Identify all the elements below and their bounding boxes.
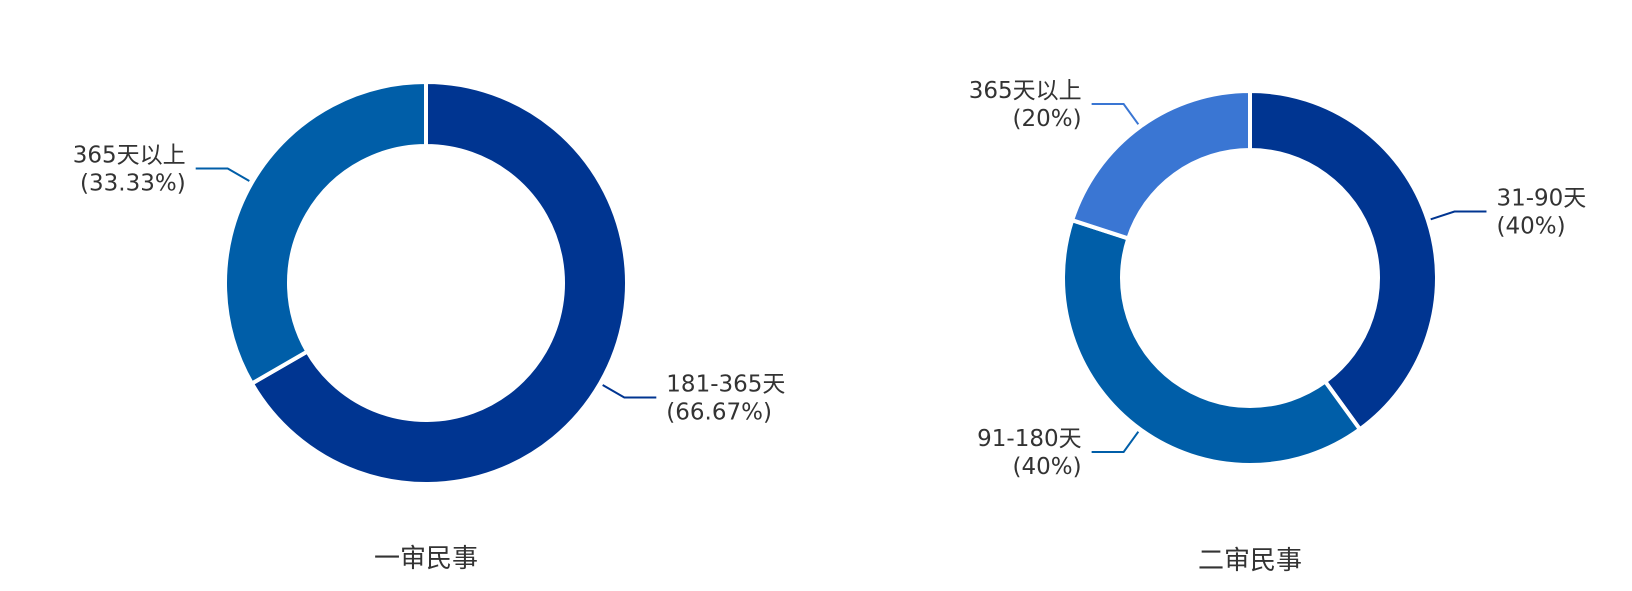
donut-slice[interactable]: [249, 80, 629, 486]
chart-title: 一审民事: [374, 544, 478, 574]
slice-percent-label: (66.67%): [666, 400, 772, 426]
donut-slice[interactable]: [223, 80, 428, 386]
slice-label: 365天以上: [73, 142, 186, 168]
donut-slice[interactable]: [1070, 89, 1252, 241]
chart-title: 二审民事: [1198, 546, 1302, 576]
slice-percent-label: (20%): [1013, 106, 1082, 132]
donut-chart-1: 181-365天(66.67%) 365天以上(33.33%) 一审民事: [73, 80, 785, 574]
leader-line: [1091, 103, 1140, 125]
slice-percent-label: (40%): [1013, 454, 1082, 480]
donut-slice[interactable]: [1061, 218, 1362, 467]
slice-label: 31-90天: [1496, 186, 1586, 212]
leader-line: [1091, 431, 1140, 453]
leader-line: [1430, 210, 1487, 221]
donut-chart-2: 31-90天(40%)91-180天(40%)365天以上(20%)二审民事: [969, 78, 1587, 576]
donut-slice[interactable]: [1248, 89, 1439, 432]
slice-percent-label: (40%): [1496, 214, 1565, 240]
slice-percent-label: (33.33%): [80, 170, 186, 196]
leader-line: [195, 167, 250, 182]
slice-label: 365天以上: [969, 78, 1082, 104]
slice-label: 91-180天: [977, 426, 1081, 452]
slice-label: 181-365天: [666, 372, 785, 398]
leader-line: [602, 384, 657, 399]
